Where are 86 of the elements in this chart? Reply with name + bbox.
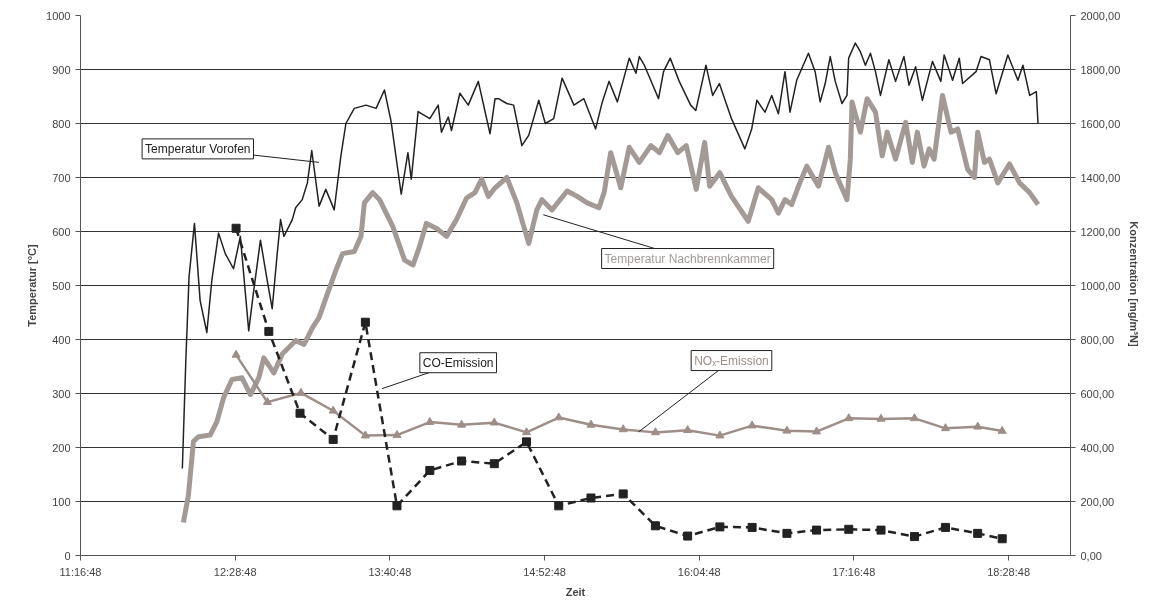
x-tick-label: 18:28:48: [987, 565, 1031, 578]
point: [650, 521, 660, 531]
point: [782, 528, 792, 538]
y2-tick-label: 0,00: [1080, 549, 1102, 562]
point: [618, 489, 628, 499]
y-tick-label: 0: [64, 549, 71, 562]
point: [586, 493, 596, 503]
point: [844, 413, 854, 422]
point: [231, 223, 241, 233]
point: [457, 456, 467, 466]
point: [425, 417, 435, 425]
point: [782, 425, 792, 434]
y-tick-label: 1000: [46, 9, 71, 22]
point: [522, 437, 532, 447]
y-axis-title: Temperatur [°C]: [26, 243, 39, 327]
point: [554, 412, 564, 421]
y2-tick-label: 200,00: [1080, 495, 1115, 508]
y-tick-label: 500: [52, 279, 71, 292]
x-tick-label: 12:28:48: [213, 565, 257, 578]
point: [457, 419, 467, 428]
point: [940, 522, 950, 532]
point: [973, 528, 983, 538]
point: [295, 408, 305, 418]
point: [618, 424, 628, 433]
point: [650, 427, 660, 436]
y-tick-label: 100: [52, 495, 71, 508]
y2-tick-label: 1000,00: [1080, 279, 1121, 292]
point: [973, 421, 983, 430]
y-tick-label: 300: [52, 387, 71, 400]
point: [489, 417, 499, 426]
x-tick-label: 14:52:48: [523, 565, 566, 578]
point: [812, 525, 822, 535]
point: [997, 425, 1007, 434]
point: [392, 429, 402, 438]
point: [296, 387, 306, 396]
y2-tick-label: 400,00: [1080, 441, 1115, 454]
text: NOₓ-Emission: [694, 353, 769, 368]
point: [328, 434, 338, 444]
text: Temperatur Vorofen: [145, 141, 251, 156]
y-tick-label: 900: [52, 63, 71, 76]
point: [812, 426, 822, 435]
point: [715, 522, 725, 532]
y2-tick-label: 800,00: [1080, 333, 1115, 346]
y2-tick-label: 1400,00: [1080, 171, 1121, 184]
x-tick-label: 17:16:48: [832, 565, 876, 578]
y-tick-label: 700: [52, 171, 71, 184]
point: [683, 531, 693, 541]
y2-tick-label: 1600,00: [1080, 117, 1121, 130]
point: [360, 430, 370, 439]
x-tick-label: 11:16:48: [59, 565, 102, 578]
point: [425, 465, 435, 475]
y2-tick-label: 1200,00: [1080, 225, 1121, 238]
point: [586, 419, 596, 428]
text: Temperatur Nachbrennkammer: [604, 251, 771, 266]
point: [747, 522, 757, 532]
point: [715, 430, 725, 439]
y2-tick-label: 600,00: [1080, 387, 1115, 400]
point: [554, 501, 564, 511]
point: [876, 413, 886, 422]
point: [876, 525, 886, 535]
point: [328, 405, 338, 414]
x-tick-label: 13:40:48: [368, 565, 412, 578]
point: [392, 501, 402, 511]
point: [360, 317, 370, 327]
point: [910, 532, 920, 542]
point: [997, 534, 1007, 544]
y2-tick-label: 2000,00: [1080, 9, 1121, 22]
y-tick-label: 600: [52, 225, 71, 238]
text: CO-Emission: [422, 355, 494, 370]
y2-axis-title: Konzentration [mg/m³N]: [1128, 221, 1141, 347]
y-tick-label: 400: [52, 333, 71, 346]
point: [231, 349, 241, 358]
point: [489, 459, 499, 469]
x-tick-label: 16:04:48: [677, 565, 721, 578]
point: [683, 425, 693, 434]
point: [264, 326, 274, 336]
y-tick-label: 800: [52, 117, 71, 130]
point: [940, 423, 950, 432]
y2-tick-label: 1800,00: [1080, 63, 1121, 76]
point: [262, 397, 272, 405]
point: [522, 427, 532, 436]
point: [910, 413, 920, 422]
point: [844, 524, 854, 534]
y-tick-label: 200: [52, 441, 71, 454]
point: [747, 420, 757, 429]
x-axis-title: Zeit: [565, 585, 586, 598]
